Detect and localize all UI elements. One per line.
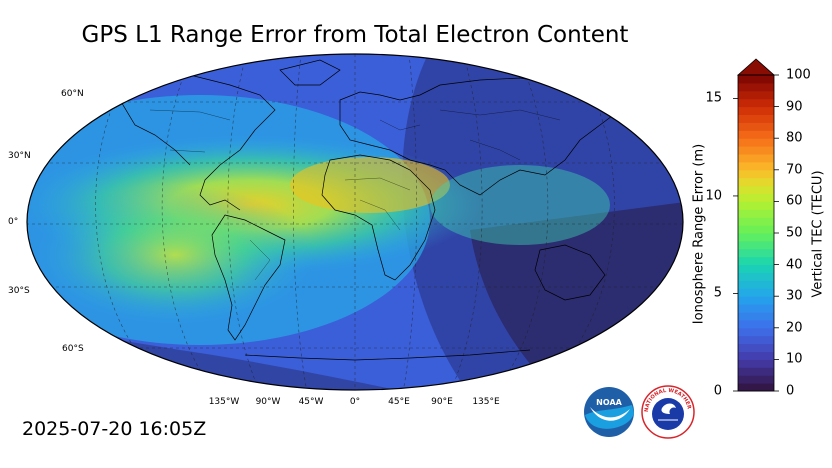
colorbar-segment bbox=[738, 343, 774, 352]
colorbar-segment bbox=[738, 288, 774, 297]
lat-label-30s: 30°S bbox=[8, 286, 30, 296]
colorbar-segment bbox=[738, 383, 774, 392]
colorbar-segment bbox=[738, 122, 774, 131]
colorbar-right-tick-label: 50 bbox=[786, 225, 803, 241]
colorbar-segment bbox=[738, 185, 774, 194]
colorbar-segment bbox=[738, 367, 774, 376]
colorbar-segment bbox=[738, 90, 774, 100]
colorbar-segment bbox=[738, 233, 774, 242]
colorbar-segment bbox=[738, 106, 774, 115]
lon-label-45w: 45°W bbox=[298, 397, 324, 407]
colorbar-right-tick-label: 10 bbox=[786, 351, 803, 367]
colorbar-left-tick-label: 5 bbox=[713, 285, 722, 301]
timestamp: 2025-07-20 16:05Z bbox=[22, 418, 207, 440]
colorbar-segment bbox=[738, 256, 774, 266]
colorbar-segment bbox=[738, 154, 774, 163]
colorbar-segment bbox=[738, 138, 774, 147]
colorbar-segment bbox=[738, 296, 774, 305]
colorbar-segment bbox=[738, 201, 774, 210]
colorbar-segment bbox=[738, 217, 774, 226]
lat-label-60n: 60°N bbox=[61, 89, 84, 99]
colorbar-segment bbox=[738, 161, 774, 171]
colorbar-left-tick-label: 0 bbox=[713, 383, 722, 399]
colorbar-segment bbox=[738, 312, 774, 321]
colorbar-segment bbox=[738, 335, 774, 345]
colorbar-segment bbox=[738, 82, 774, 92]
colorbar-segment bbox=[738, 75, 774, 84]
colorbar-segment bbox=[738, 209, 774, 218]
lon-label-90w: 90°W bbox=[255, 397, 281, 407]
colorbar-segment bbox=[738, 280, 774, 289]
colorbar-ticks bbox=[733, 74, 779, 392]
lon-label-45e: 45°E bbox=[388, 397, 410, 407]
colorbar-right-tick-label: 100 bbox=[786, 67, 811, 83]
colorbar-segment bbox=[738, 240, 774, 250]
colorbar-extend-arrow bbox=[736, 58, 776, 76]
noaa-logo: NOAA bbox=[584, 387, 634, 437]
colorbar-right-tick-label: 40 bbox=[786, 257, 803, 273]
colorbar-segment bbox=[738, 272, 774, 281]
lat-label-60s: 60°S bbox=[62, 344, 84, 354]
lon-label-90e: 90°E bbox=[431, 397, 453, 407]
colorbar-right-tick-label: 0 bbox=[786, 383, 795, 399]
colorbar-segment bbox=[738, 225, 774, 234]
colorbar-left-tick-label: 15 bbox=[705, 90, 722, 106]
colorbar-segment bbox=[738, 319, 774, 329]
nws-logo: NATIONAL WEATHER SERVICE bbox=[640, 384, 695, 439]
colorbar-segments bbox=[738, 75, 774, 392]
lon-label-135w: 135°W bbox=[208, 397, 240, 407]
colorbar-segment bbox=[738, 375, 774, 384]
colorbar-right-tick-label: 60 bbox=[786, 193, 803, 209]
colorbar-left-tick-label: 10 bbox=[705, 188, 722, 204]
lon-label-135e: 135°E bbox=[472, 397, 500, 407]
noaa-logo-text: NOAA bbox=[596, 398, 622, 407]
colorbar-segment bbox=[738, 193, 774, 202]
colorbar-right-tick-label: 20 bbox=[786, 320, 803, 336]
colorbar-segment bbox=[738, 351, 774, 360]
colorbar-segment bbox=[738, 304, 774, 313]
lon-label-0: 0° bbox=[349, 397, 361, 407]
colorbar-left-label: Ionosphere Range Error (m) bbox=[691, 143, 707, 325]
colorbar-segment bbox=[738, 327, 774, 337]
colorbar-segment bbox=[738, 359, 774, 368]
colorbar-right-tick-label: 30 bbox=[786, 288, 803, 304]
lat-label-0: 0° bbox=[8, 217, 19, 227]
colorbar-segment bbox=[738, 98, 774, 108]
colorbar-segment bbox=[738, 146, 774, 155]
colorbar-right-tick-label: 80 bbox=[786, 130, 803, 146]
colorbar-right-label: Vertical TEC (TECU) bbox=[810, 170, 826, 298]
colorbar-segment bbox=[738, 177, 774, 187]
colorbar-right-tick-label: 70 bbox=[786, 162, 803, 178]
colorbar-segment bbox=[738, 114, 774, 123]
colorbar-segment bbox=[738, 264, 774, 273]
colorbar-right-tick-label: 90 bbox=[786, 99, 803, 115]
colorbar-segment bbox=[738, 130, 774, 139]
lat-label-30n: 30°N bbox=[8, 151, 31, 161]
colorbar-segment bbox=[738, 248, 774, 258]
colorbar-segment bbox=[738, 169, 774, 179]
chart-title: GPS L1 Range Error from Total Electron C… bbox=[81, 22, 629, 48]
